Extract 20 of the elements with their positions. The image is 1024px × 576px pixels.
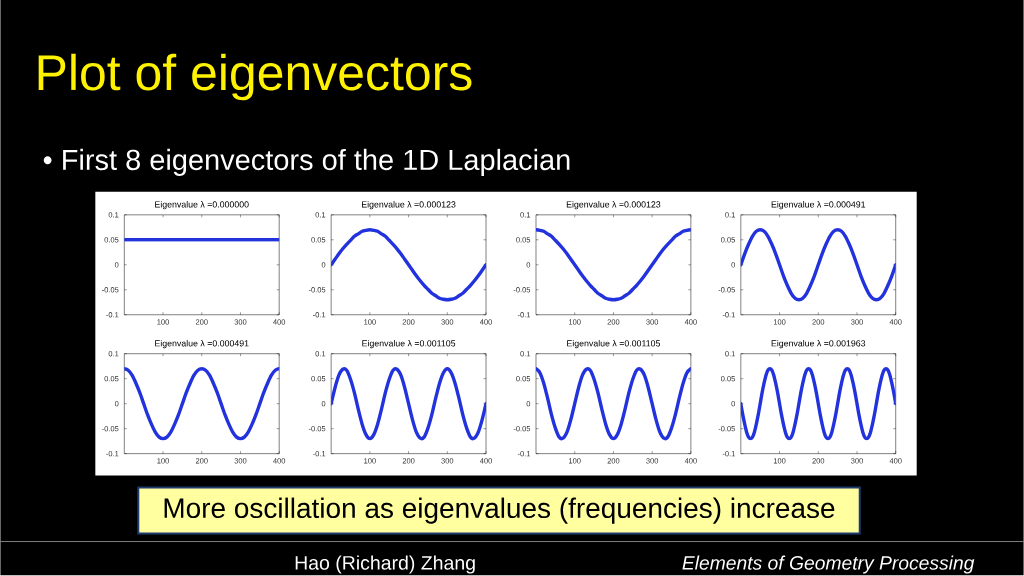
text: Hao (Richard) Zhang [295,555,475,574]
line-series [740,367,896,441]
line-series [124,367,280,441]
line-series [331,228,487,302]
chart-title: Eigenvalue λ =0.000000 [155,201,249,210]
chart-title: Eigenvalue λ =0.000123 [566,201,661,210]
chart-title: Eigenvalue λ =0.000491 [771,201,866,210]
text: Elements of Geometry Processing [682,555,975,574]
text: Plot of eigenvectors [38,53,472,101]
chart-title: Eigenvalue λ =0.001963 [771,340,866,349]
line-series [535,228,691,302]
line-series [535,367,691,441]
chart-title: Eigenvalue λ =0.000123 [362,201,456,210]
line-series [740,228,896,302]
chart-title: Eigenvalue λ =0.000491 [155,340,249,349]
text: More oscillation as eigenvalues (frequencies) increase [164,497,835,524]
chart-title: Eigenvalue λ =0.001105 [567,340,661,349]
line-series [331,367,487,441]
text: • First 8 eigenvectors of the 1D Laplacian [43,149,570,177]
chart-title: Eigenvalue λ =0.001105 [362,340,456,349]
